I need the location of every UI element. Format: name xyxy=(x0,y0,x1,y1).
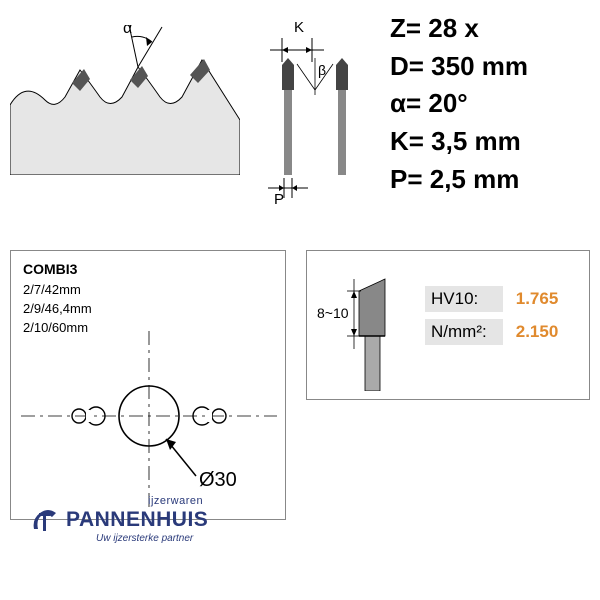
spec-d: D= 350 mm xyxy=(390,48,528,86)
hardness-panel: 8~10 HV10: 1.765 N/mm²: 2.150 xyxy=(306,250,590,400)
logo-brand-name: PANNENHUIS xyxy=(66,508,208,532)
svg-text:K: K xyxy=(294,20,304,36)
svg-text:α: α xyxy=(123,25,132,37)
hv10-value: 1.765 xyxy=(508,286,567,312)
nmm-row: N/mm²: 2.150 xyxy=(425,319,566,345)
bore-diagram: Ø30 xyxy=(11,251,287,521)
logo-main-text: PANNENHUIS xyxy=(30,507,290,533)
nmm-value: 2.150 xyxy=(508,319,567,345)
spec-k: K= 3,5 mm xyxy=(390,123,528,161)
combi-panel: COMBI3 2/7/42mm 2/9/46,4mm 2/10/60mm Ø30 xyxy=(10,250,286,520)
spec-z: Z= 28 x xyxy=(390,10,528,48)
svg-text:Ø30: Ø30 xyxy=(199,469,237,491)
tooth-side-diagram: 8~10 xyxy=(317,261,407,391)
logo-top-text: ijzerwaren xyxy=(148,495,290,507)
hv10-label: HV10: xyxy=(425,286,503,312)
range-label: 8~10 xyxy=(317,305,349,321)
brand-logo: ijzerwaren PANNENHUIS Uw ijzersterke par… xyxy=(30,495,290,544)
spec-alpha: α= 20° xyxy=(390,85,528,123)
spec-p: P= 2,5 mm xyxy=(390,161,528,199)
kerf-diagram: K β P xyxy=(260,20,370,205)
svg-text:β: β xyxy=(318,62,326,78)
bottom-section: COMBI3 2/7/42mm 2/9/46,4mm 2/10/60mm Ø30 xyxy=(10,250,590,530)
hv10-row: HV10: 1.765 xyxy=(425,286,566,312)
nmm-label: N/mm²: xyxy=(425,319,503,345)
logo-icon xyxy=(30,507,60,533)
spec-list: Z= 28 x D= 350 mm α= 20° K= 3,5 mm P= 2,… xyxy=(390,10,528,198)
top-section: α K β xyxy=(0,0,600,210)
svg-text:P: P xyxy=(274,191,284,205)
tooth-profile-diagram: α xyxy=(10,25,240,175)
logo-tagline: Uw ijzersterke partner xyxy=(96,533,290,544)
